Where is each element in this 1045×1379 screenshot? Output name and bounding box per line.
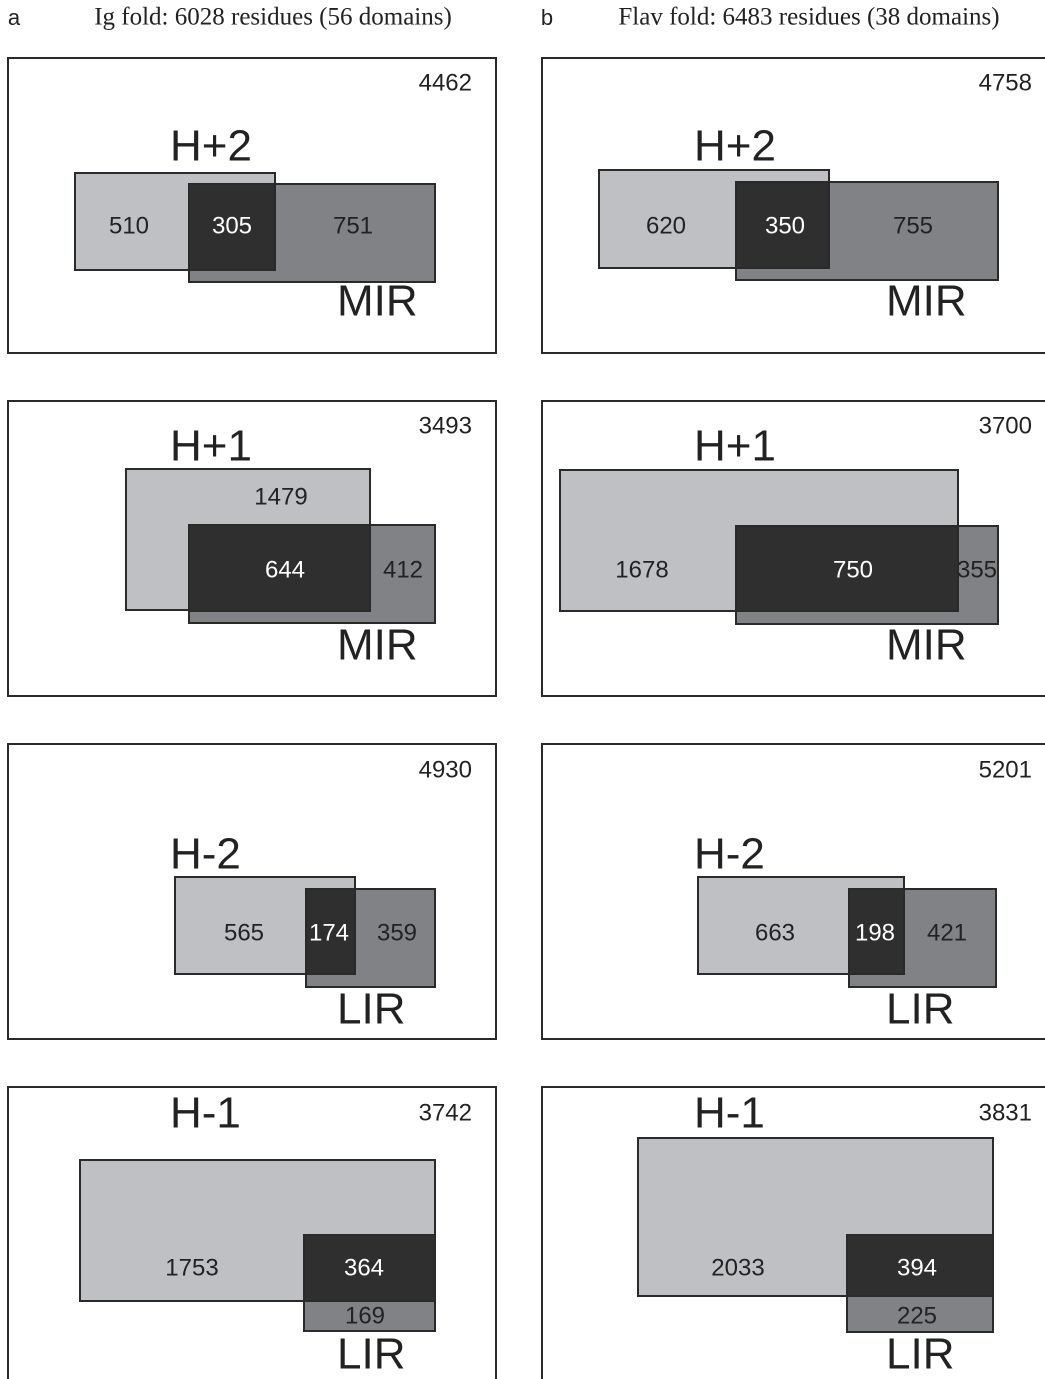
venn-panel: 3831 H-1 LIR 2033 394 225 — [541, 1086, 1045, 1379]
panel-frame — [7, 57, 497, 354]
bottom-only-count: 359 — [377, 919, 417, 946]
overlap-rect — [305, 888, 356, 975]
column-title: Flav fold: 6483 residues (38 domains) — [618, 4, 999, 31]
overlap-rect — [735, 181, 830, 269]
total-count: 4758 — [979, 69, 1032, 96]
bottom-set-label: LIR — [337, 985, 405, 1034]
venn-panel: 4758 H+2 MIR 620 350 755 — [541, 57, 1045, 354]
venn-panel: 4930 H-2 LIR 565 174 359 — [7, 743, 497, 1040]
panel-frame — [541, 400, 1045, 697]
total-count: 4930 — [419, 756, 472, 783]
panel-frame — [7, 743, 497, 1040]
top-set-label: H-1 — [170, 1089, 241, 1138]
overlap-count: 305 — [212, 212, 252, 239]
bottom-set-label: LIR — [886, 1330, 954, 1379]
overlap-count: 394 — [897, 1254, 937, 1281]
overlap-count: 364 — [344, 1254, 384, 1281]
bottom-only-count: 355 — [957, 556, 997, 583]
panel-frame — [541, 57, 1045, 354]
top-only-count: 1753 — [165, 1254, 218, 1281]
venn-panel: 3700 H+1 MIR 1678 750 355 — [541, 400, 1045, 697]
overlap-count: 174 — [309, 919, 349, 946]
bottom-set-label: MIR — [886, 277, 967, 326]
overlap-rect — [188, 183, 276, 271]
overlap-count: 644 — [265, 556, 305, 583]
top-set-label: H-2 — [170, 830, 241, 879]
column-b: b Flav fold: 6483 residues (38 domains) 47… — [541, 4, 1045, 1379]
top-set-label: H+1 — [170, 422, 252, 471]
top-only-count: 565 — [224, 919, 264, 946]
bottom-set-label: MIR — [337, 277, 418, 326]
panel-letter: a — [8, 5, 21, 30]
bottom-only-count: 421 — [927, 919, 967, 946]
bottom-set-label: MIR — [337, 621, 418, 670]
total-count: 3493 — [419, 412, 472, 439]
top-only-count: 620 — [646, 212, 686, 239]
top-only-count: 1479 — [254, 483, 307, 510]
panel-frame — [7, 1086, 497, 1379]
column-title: Ig fold: 6028 residues (56 domains) — [94, 4, 452, 31]
top-set-label: H+2 — [694, 122, 776, 171]
overlap-count: 198 — [855, 919, 895, 946]
top-only-count: 1678 — [615, 556, 668, 583]
venn-panel: 4462 H+2 MIR 510 305 751 — [7, 57, 497, 354]
top-set-label: H-1 — [694, 1089, 765, 1138]
bottom-only-count: 755 — [893, 212, 933, 239]
panel-frame — [7, 400, 497, 697]
venn-panel: 5201 H-2 LIR 663 198 421 — [541, 743, 1045, 1040]
overlap-rect — [735, 525, 959, 612]
bottom-only-count: 225 — [897, 1302, 937, 1329]
overlap-rect — [303, 1234, 436, 1302]
panel-frame — [541, 1086, 1045, 1379]
top-set-label: H+2 — [170, 122, 252, 171]
total-count: 4462 — [419, 69, 472, 96]
bottom-set-label: LIR — [886, 985, 954, 1034]
panel-frame — [541, 743, 1045, 1040]
top-only-count: 663 — [755, 919, 795, 946]
total-count: 5201 — [979, 756, 1032, 783]
overlap-rect — [848, 888, 905, 975]
overlap-count: 350 — [765, 212, 805, 239]
column-a: a Ig fold: 6028 residues (56 domains) 4462… — [7, 4, 497, 1379]
total-count: 3700 — [979, 412, 1032, 439]
overlap-count: 750 — [833, 556, 873, 583]
bottom-only-count: 751 — [333, 212, 373, 239]
bottom-set-label: LIR — [337, 1330, 405, 1379]
top-only-count: 2033 — [711, 1254, 764, 1281]
top-only-count: 510 — [109, 212, 149, 239]
top-set-label: H+1 — [694, 422, 776, 471]
bottom-only-count: 412 — [383, 556, 423, 583]
total-count: 3742 — [419, 1099, 472, 1126]
top-set-label: H-2 — [694, 830, 765, 879]
overlap-rect — [188, 524, 371, 612]
bottom-set-label: MIR — [886, 621, 967, 670]
overlap-rect — [846, 1234, 994, 1297]
panel-letter: b — [541, 5, 553, 30]
total-count: 3831 — [979, 1099, 1032, 1126]
venn-panel: 3493 H+1 MIR 1479 644 412 — [7, 400, 497, 697]
venn-panel: 3742 H-1 LIR 1753 364 169 — [7, 1086, 497, 1379]
bottom-only-count: 169 — [345, 1302, 385, 1329]
